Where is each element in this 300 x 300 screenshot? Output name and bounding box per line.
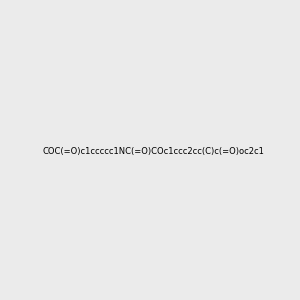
Text: COC(=O)c1ccccc1NC(=O)COc1ccc2cc(C)c(=O)oc2c1: COC(=O)c1ccccc1NC(=O)COc1ccc2cc(C)c(=O)o… [43,147,265,156]
